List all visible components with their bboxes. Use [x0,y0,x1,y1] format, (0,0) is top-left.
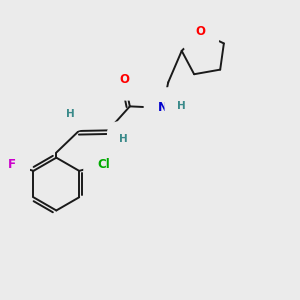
Text: H: H [66,109,75,118]
Text: H: H [177,101,186,111]
Text: O: O [195,25,205,38]
Text: H: H [119,134,128,144]
Text: Cl: Cl [98,158,110,171]
Text: N: N [158,101,168,114]
Text: O: O [119,74,129,86]
Text: F: F [8,158,16,171]
